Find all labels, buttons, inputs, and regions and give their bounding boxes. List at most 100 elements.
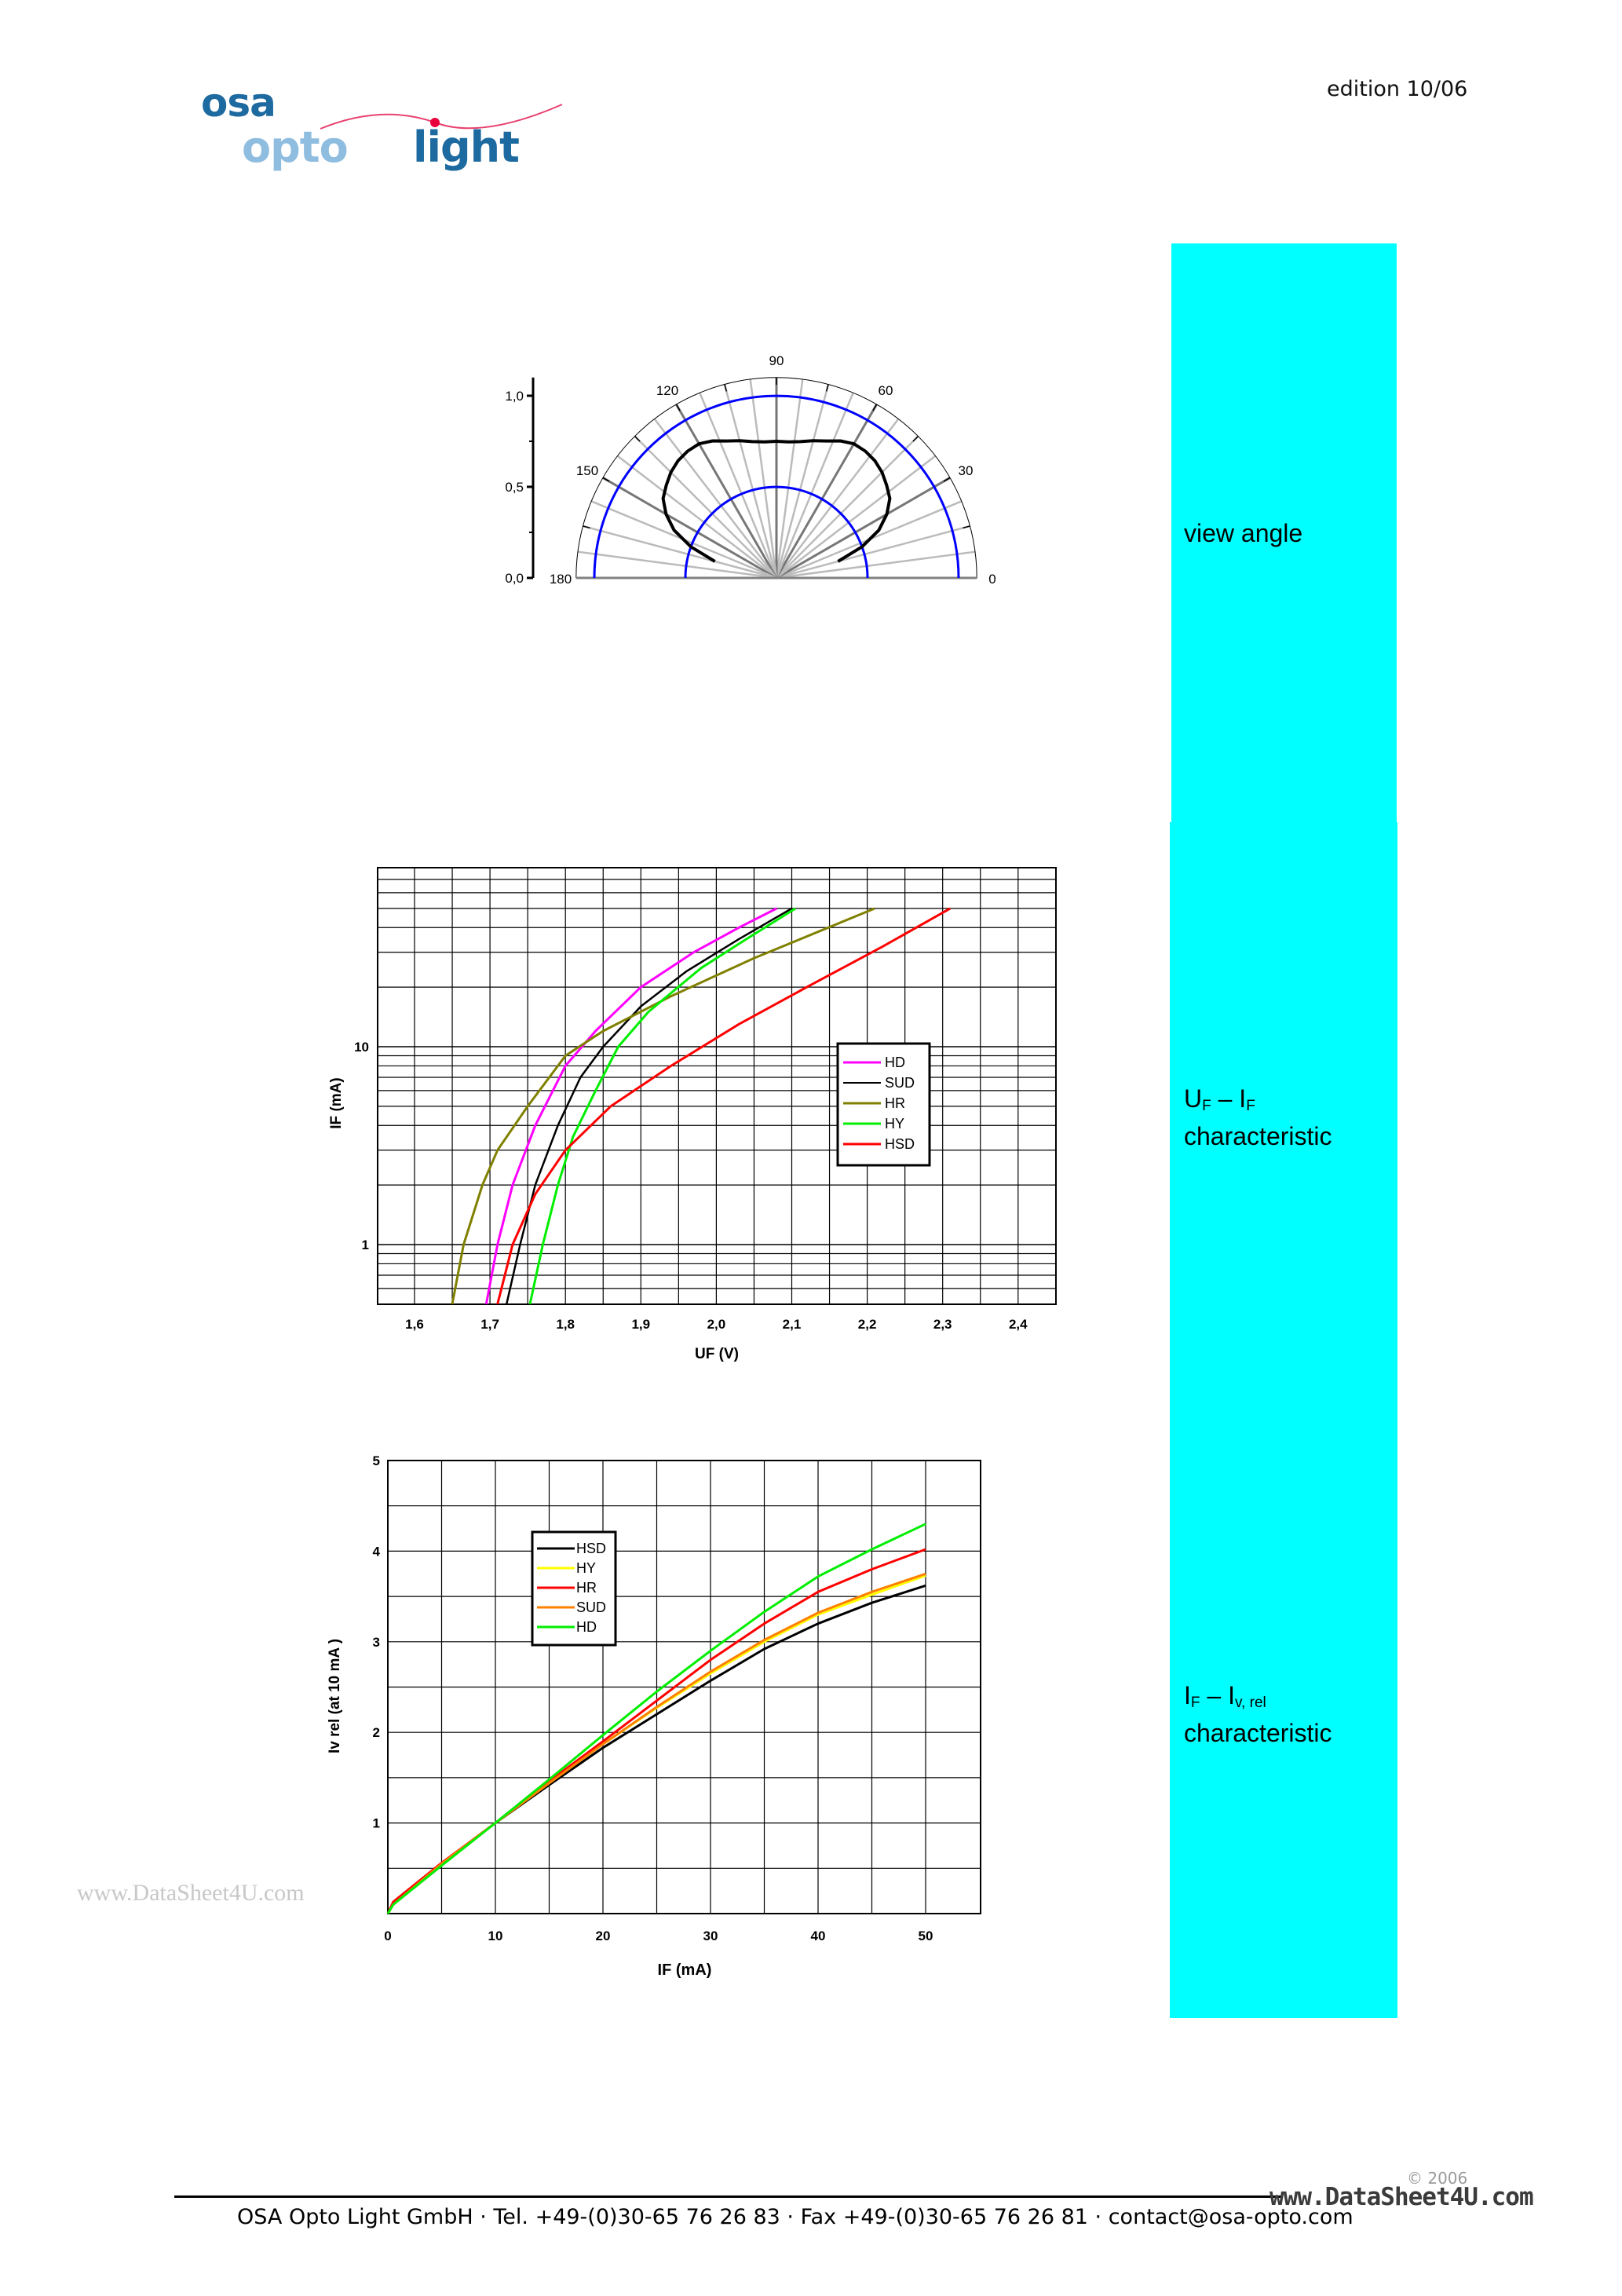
- legend-label: HY: [885, 1116, 904, 1132]
- x-tick-label: 0: [384, 1929, 391, 1943]
- label-subscript: v, rel: [1234, 1695, 1266, 1711]
- polar-tick: [963, 525, 970, 529]
- x-tick-label: 10: [488, 1929, 503, 1943]
- polar-series-line: [661, 439, 892, 563]
- logo-dot-icon: [430, 118, 440, 127]
- polar-radial-label: 0,5: [505, 480, 524, 495]
- polar-spoke: [616, 455, 777, 579]
- label-line2: characteristic: [1184, 1122, 1332, 1150]
- polar-spoke: [776, 435, 919, 579]
- label-line2: characteristic: [1184, 1719, 1332, 1747]
- polar-spoke: [699, 392, 778, 579]
- polar-spoke: [775, 392, 854, 579]
- polar-tick: [724, 384, 728, 392]
- x-tick-label: 2,0: [707, 1317, 726, 1332]
- label-dash: –: [1211, 1084, 1240, 1113]
- x-tick-label: 40: [811, 1929, 826, 1943]
- series-line-hd: [386, 1523, 926, 1914]
- polar-reference-circle: [593, 394, 960, 579]
- label-uf-if-characteristic: UF – IF characteristic: [1184, 1084, 1332, 1151]
- polar-tick: [675, 404, 681, 411]
- legend-label: SUD: [885, 1075, 915, 1091]
- legend-label: HSD: [576, 1541, 606, 1556]
- polar-spoke: [653, 418, 777, 579]
- x-tick-label: 1,6: [405, 1317, 424, 1332]
- polar-spoke: [577, 550, 777, 579]
- y-tick-label: 5: [373, 1453, 380, 1468]
- polar-spoke: [634, 435, 777, 579]
- polar-tick: [583, 525, 590, 529]
- logo-osa-text: osa: [201, 83, 276, 126]
- legend-label: HD: [576, 1619, 597, 1635]
- legend-label: SUD: [576, 1600, 606, 1615]
- logo-opto-text: opto: [242, 122, 348, 171]
- x-tick-label: 30: [703, 1929, 718, 1943]
- logo-light-text: light: [413, 122, 519, 171]
- label-part: I: [1239, 1084, 1247, 1113]
- legend-label: HD: [885, 1055, 905, 1070]
- label-part: I: [1184, 1681, 1191, 1709]
- edition-label: edition 10/06: [1327, 77, 1468, 101]
- polar-spoke: [602, 477, 777, 579]
- legend-label: HY: [576, 1560, 596, 1576]
- series-line-hd: [484, 907, 777, 1305]
- polar-spoke: [723, 384, 778, 579]
- label-part: U: [1184, 1084, 1203, 1113]
- polar-angle-label: 90: [769, 353, 784, 368]
- y-axis-title: Iv rel (at 10 mA ): [327, 1639, 343, 1753]
- y-tick-label: 3: [373, 1635, 380, 1650]
- copyright-label: © 2006: [1407, 2169, 1468, 2188]
- polar-angle-label: 150: [576, 463, 598, 478]
- y-tick-label: 1: [362, 1238, 369, 1252]
- polar-angle-label: 30: [959, 463, 974, 478]
- polar-tick: [912, 436, 919, 442]
- x-tick-label: 2,2: [858, 1317, 877, 1332]
- series-line-sud: [505, 907, 793, 1305]
- polar-angle-label: 120: [656, 383, 678, 398]
- side-panel-bottom: [1170, 822, 1397, 2018]
- x-tick-label: 1,8: [556, 1317, 575, 1332]
- series-line-hsd: [496, 907, 952, 1305]
- y-tick-label: 2: [373, 1725, 380, 1740]
- watermark-right: www.DataSheet4U.com: [1269, 2183, 1534, 2211]
- x-tick-label: 1,9: [631, 1317, 650, 1332]
- x-tick-label: 1,7: [480, 1317, 499, 1332]
- label-subscript: F: [1246, 1098, 1255, 1114]
- polar-spoke: [775, 404, 878, 579]
- polar-spoke: [675, 404, 778, 579]
- x-tick-label: 20: [596, 1929, 611, 1943]
- x-tick-label: 2,3: [933, 1317, 952, 1332]
- label-view-angle: view angle: [1184, 519, 1303, 547]
- polar-reference-circle: [684, 485, 869, 579]
- polar-radial-label: 0,0: [505, 571, 524, 586]
- series-line-hy: [528, 907, 797, 1305]
- polar-spoke: [583, 525, 777, 579]
- polar-spoke: [776, 455, 937, 579]
- footer-divider: [174, 2195, 1281, 2198]
- polar-spoke: [776, 418, 900, 579]
- legend-label: HR: [885, 1095, 905, 1111]
- polar-spoke: [749, 378, 778, 579]
- legend-label: HSD: [885, 1136, 915, 1152]
- polar-spoke: [776, 525, 970, 579]
- label-part: I: [1228, 1681, 1235, 1709]
- polar-spoke: [775, 378, 804, 579]
- polar-spoke: [776, 550, 976, 579]
- if-iv-chart: 0 10 20 30 40 50 1 2 3 4 5 IF (mA) Iv rel (at 10 mA …: [327, 1453, 981, 1979]
- series-line-hr: [451, 907, 875, 1305]
- watermark-left: www.DataSheet4U.com: [77, 1880, 305, 1906]
- legend-label: HR: [576, 1580, 597, 1596]
- polar-tick: [825, 384, 829, 392]
- polar-view-angle-chart: 0,0 0,5 1,0 0 30 60 90 120 150 180: [505, 353, 995, 587]
- polar-angle-label: 60: [879, 383, 893, 398]
- company-logo: osa opto light: [201, 80, 565, 172]
- label-subscript: F: [1202, 1098, 1211, 1114]
- label-dash: –: [1200, 1681, 1229, 1709]
- footer-contact: OSA Opto Light GmbH · Tel. +49-(0)30-65 …: [237, 2205, 1353, 2229]
- polar-tick: [943, 477, 951, 482]
- y-tick-label: 10: [354, 1040, 369, 1055]
- polar-spoke: [776, 477, 951, 579]
- polar-tick: [872, 404, 878, 411]
- x-tick-label: 2,4: [1009, 1317, 1028, 1332]
